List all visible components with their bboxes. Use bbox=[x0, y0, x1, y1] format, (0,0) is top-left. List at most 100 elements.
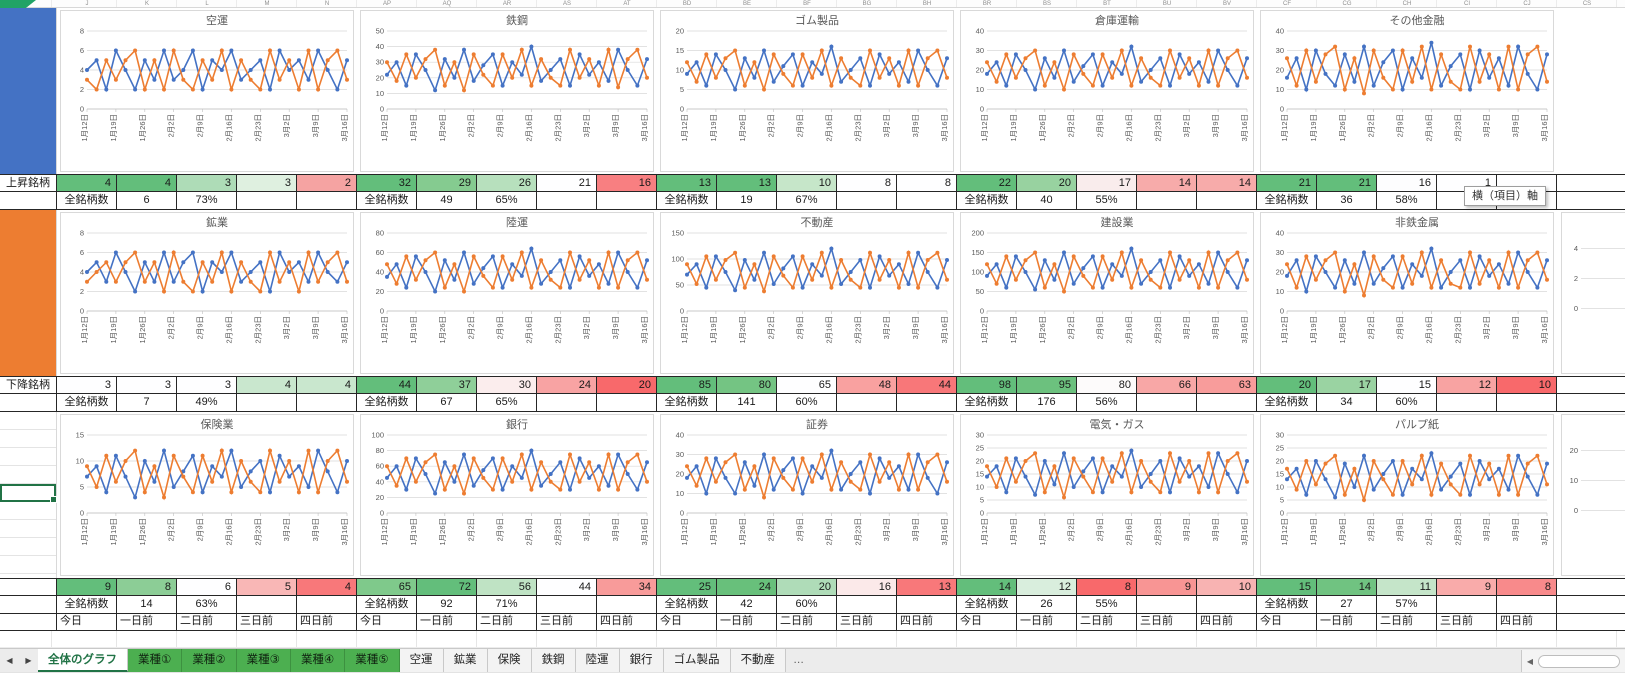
stats-label-cell[interactable]: 全銘柄数 bbox=[357, 394, 417, 411]
stats-empty-cell[interactable] bbox=[1497, 192, 1557, 209]
column-header-BD[interactable]: BD bbox=[682, 1, 692, 7]
heatmap-cell[interactable]: 11 bbox=[1377, 579, 1437, 595]
stats-empty-cell[interactable] bbox=[597, 192, 657, 209]
chart-電気・ガス[interactable]: 電気・ガス 0 5 10 15 20 25 30 1月12日 1月19日 1月26日 2月2日 2月9日… bbox=[960, 414, 1254, 576]
column-header-BU[interactable]: BU bbox=[1162, 1, 1172, 7]
stats-empty-cell[interactable] bbox=[897, 596, 957, 613]
stats-empty-cell[interactable] bbox=[237, 192, 297, 209]
day-label-cell[interactable]: 今日 bbox=[357, 614, 417, 630]
day-label-cell[interactable]: 今日 bbox=[1257, 614, 1317, 630]
column-header-BT[interactable]: BT bbox=[1103, 1, 1111, 7]
day-label-cell[interactable]: 今日 bbox=[957, 614, 1017, 630]
heatmap-cell[interactable]: 4 bbox=[57, 175, 117, 191]
sheet-nav-left-icon[interactable]: ◀ bbox=[6, 656, 13, 665]
stats-empty-cell[interactable] bbox=[1437, 596, 1497, 613]
heatmap-cell[interactable]: 8 bbox=[117, 579, 177, 595]
day-label-cell[interactable]: 一日前 bbox=[1017, 614, 1077, 630]
up-group-cell[interactable] bbox=[0, 8, 57, 174]
stats-pct-cell[interactable]: 60% bbox=[777, 596, 837, 613]
heatmap-cell[interactable]: 56 bbox=[477, 579, 537, 595]
heatmap-cell[interactable]: 4 bbox=[297, 579, 357, 595]
stats-count-cell[interactable]: 176 bbox=[1017, 394, 1077, 411]
heatmap-cell[interactable]: 21 bbox=[1257, 175, 1317, 191]
stats-count-cell[interactable]: 36 bbox=[1317, 192, 1377, 209]
stats-pct-cell[interactable]: 60% bbox=[1377, 394, 1437, 411]
column-header-BV[interactable]: BV bbox=[1222, 1, 1231, 7]
heatmap-cell[interactable]: 3 bbox=[57, 377, 117, 393]
stats-count-cell[interactable]: 6 bbox=[117, 192, 177, 209]
stats-row-left-cell[interactable] bbox=[0, 596, 57, 613]
heatmap-cell[interactable]: 63 bbox=[1197, 377, 1257, 393]
heatmap-cell[interactable]: 17 bbox=[1077, 175, 1137, 191]
tab-陸運[interactable]: 陸運 bbox=[575, 649, 620, 672]
stats-empty-cell[interactable] bbox=[237, 596, 297, 613]
heatmap-cell[interactable]: 10 bbox=[1497, 377, 1557, 393]
stats-empty-cell[interactable] bbox=[1197, 394, 1257, 411]
day-label-cell[interactable]: 二日前 bbox=[477, 614, 537, 630]
day-label-cell[interactable]: 四日前 bbox=[297, 614, 357, 630]
tab-業種②[interactable]: 業種② bbox=[182, 649, 237, 672]
column-header-M[interactable]: M bbox=[264, 1, 270, 7]
heatmap-cell[interactable]: 26 bbox=[477, 175, 537, 191]
day-label-cell[interactable]: 一日前 bbox=[417, 614, 477, 630]
column-header-BE[interactable]: BE bbox=[742, 1, 751, 7]
stats-empty-cell[interactable] bbox=[237, 394, 297, 411]
heatmap-cell[interactable]: 3 bbox=[177, 377, 237, 393]
column-header-CI[interactable]: CI bbox=[1464, 1, 1470, 7]
day-label-cell[interactable]: 三日前 bbox=[237, 614, 297, 630]
heatmap-cell[interactable]: 20 bbox=[777, 579, 837, 595]
heatmap-cell[interactable]: 80 bbox=[1077, 377, 1137, 393]
day-label-cell[interactable]: 三日前 bbox=[1137, 614, 1197, 630]
stats-pct-cell[interactable]: 63% bbox=[177, 596, 237, 613]
heatmap-cell[interactable]: 3 bbox=[237, 175, 297, 191]
heatmap-cell[interactable]: 32 bbox=[357, 175, 417, 191]
tab-空運[interactable]: 空運 bbox=[399, 649, 444, 672]
chart-銀行[interactable]: 銀行 0 20 40 60 80 100 1月12日 1月19日 1月26日 2月2日 2月9日 2月1… bbox=[360, 414, 654, 576]
stats-pct-cell[interactable]: 55% bbox=[1077, 192, 1137, 209]
stats-empty-cell[interactable] bbox=[297, 394, 357, 411]
tab-全体のグラフ[interactable]: 全体のグラフ bbox=[38, 649, 128, 672]
chart-鉱業[interactable]: 鉱業 0 2 4 6 8 1月12日 1月19日 1月26日 2月2日 2月9日 2月16日 2月23日… bbox=[60, 212, 354, 374]
stats-pct-cell[interactable]: 56% bbox=[1077, 394, 1137, 411]
stats-label-cell[interactable]: 全銘柄数 bbox=[57, 394, 117, 411]
heatmap-cell[interactable]: 6 bbox=[177, 579, 237, 595]
stats-empty-cell[interactable] bbox=[297, 192, 357, 209]
chart-空運[interactable]: 空運 0 2 4 6 8 1月12日 1月19日 1月26日 2月2日 2月9日 2月16日 2月23日… bbox=[60, 10, 354, 172]
stats-label-cell[interactable]: 全銘柄数 bbox=[357, 596, 417, 613]
chart-非鉄金属[interactable]: 非鉄金属 0 10 20 30 40 1月12日 1月19日 1月26日 2月2日 2月9日 2月16… bbox=[1260, 212, 1554, 374]
heatmap-cell[interactable]: 80 bbox=[717, 377, 777, 393]
chart-倉庫運輸[interactable]: 倉庫運輸 0 10 20 30 40 1月12日 1月19日 1月26日 2月2日 2月9日 2月16… bbox=[960, 10, 1254, 172]
chart-パルプ紙[interactable]: パルプ紙 0 5 10 15 20 25 30 1月12日 1月19日 1月26日 2月2日 2月9日 2… bbox=[1260, 414, 1554, 576]
stats-count-cell[interactable]: 92 bbox=[417, 596, 477, 613]
heatmap-cell[interactable]: 98 bbox=[957, 377, 1017, 393]
chart-保険業[interactable]: 保険業 0 5 10 15 1月12日 1月19日 1月26日 2月2日 2月9日 2月16日 2月2… bbox=[60, 414, 354, 576]
heatmap-cell[interactable]: 2 bbox=[297, 175, 357, 191]
heatmap-cell[interactable]: 29 bbox=[417, 175, 477, 191]
heatmap-cell[interactable]: 4 bbox=[297, 377, 357, 393]
heatmap-row-label[interactable] bbox=[0, 579, 57, 595]
stats-count-cell[interactable]: 19 bbox=[717, 192, 777, 209]
stats-count-cell[interactable]: 26 bbox=[1017, 596, 1077, 613]
stats-label-cell[interactable]: 全銘柄数 bbox=[957, 596, 1017, 613]
stats-pct-cell[interactable]: 67% bbox=[777, 192, 837, 209]
column-header-L[interactable]: L bbox=[205, 1, 209, 7]
stats-pct-cell[interactable]: 71% bbox=[477, 596, 537, 613]
stats-pct-cell[interactable]: 65% bbox=[477, 192, 537, 209]
heatmap-cell[interactable]: 10 bbox=[1197, 579, 1257, 595]
heatmap-cell[interactable]: 72 bbox=[417, 579, 477, 595]
day-label-cell[interactable]: 一日前 bbox=[1317, 614, 1377, 630]
day-label-cell[interactable]: 四日前 bbox=[897, 614, 957, 630]
column-header-AR[interactable]: AR bbox=[502, 1, 512, 7]
heatmap-cell[interactable]: 14 bbox=[957, 579, 1017, 595]
day-label-cell[interactable]: 四日前 bbox=[1197, 614, 1257, 630]
heatmap-cell[interactable]: 48 bbox=[837, 377, 897, 393]
day-label-cell[interactable]: 三日前 bbox=[537, 614, 597, 630]
stats-label-cell[interactable]: 全銘柄数 bbox=[57, 192, 117, 209]
column-header-BG[interactable]: BG bbox=[862, 1, 872, 7]
chart-証券[interactable]: 証券 0 10 20 30 40 1月12日 1月19日 1月26日 2月2日 2月9日 2月16日 2… bbox=[660, 414, 954, 576]
stats-count-cell[interactable]: 42 bbox=[717, 596, 777, 613]
tab-保険[interactable]: 保険 bbox=[487, 649, 532, 672]
heatmap-cell[interactable]: 24 bbox=[537, 377, 597, 393]
chart-その他金融[interactable]: その他金融 0 10 20 30 40 1月12日 1月19日 1月26日 2月2日 2月9日 2月1… bbox=[1260, 10, 1554, 172]
stats-empty-cell[interactable] bbox=[537, 596, 597, 613]
